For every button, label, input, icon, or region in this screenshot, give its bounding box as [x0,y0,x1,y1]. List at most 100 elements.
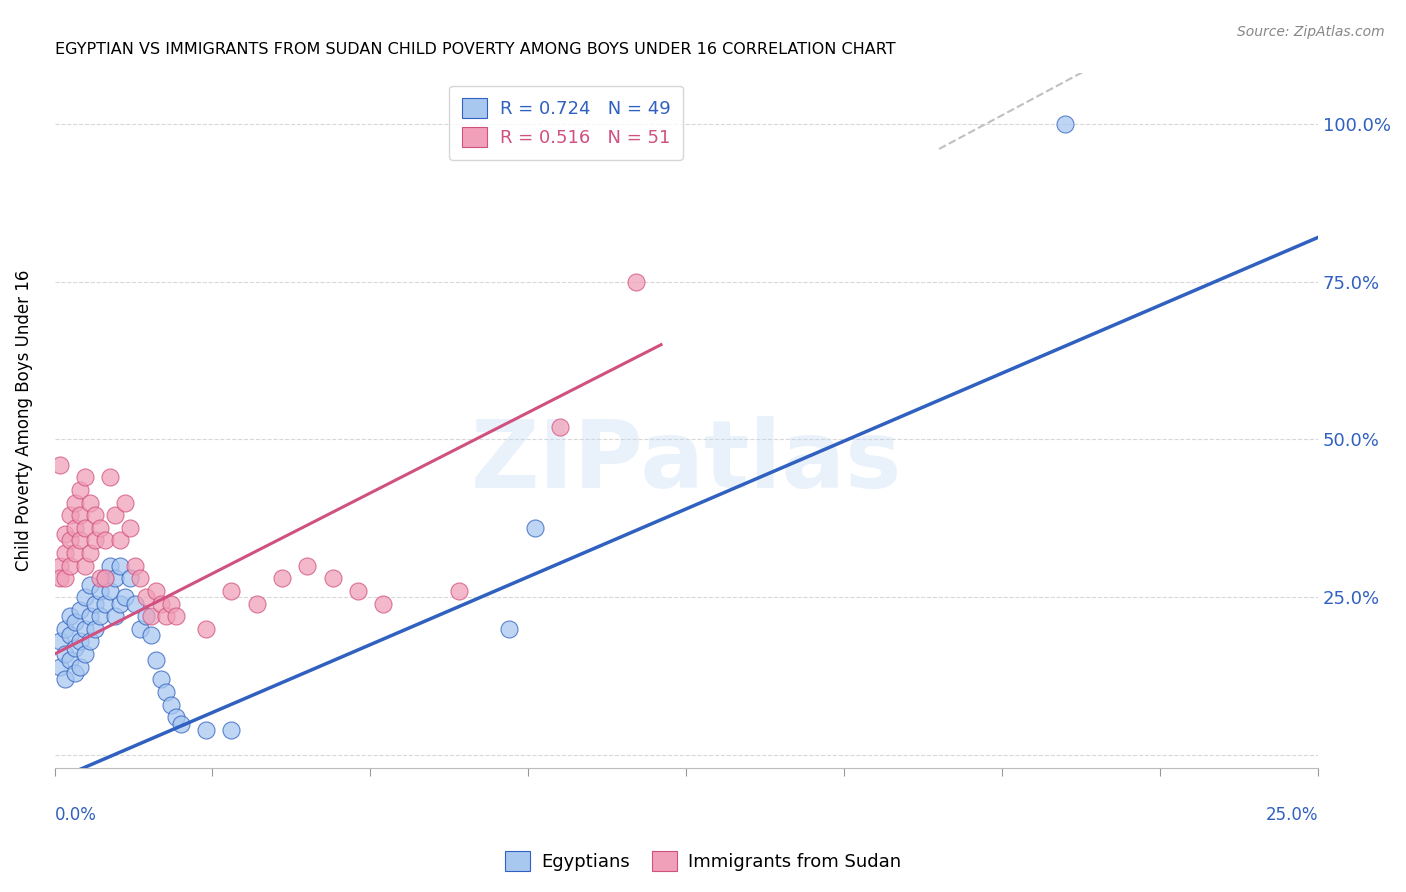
Point [79,634,101,648]
Point [149,597,172,611]
Point [104,571,127,585]
Point [447,583,470,598]
Point [69,603,91,617]
Point [53,571,76,585]
Point [297,558,319,573]
Point [110,597,132,611]
Point [195,723,218,737]
Point [145,583,167,598]
Point [79,495,101,509]
Point [73,591,96,605]
Point [371,597,394,611]
Point [63,665,86,680]
Point [89,521,111,535]
Text: EGYPTIAN VS IMMIGRANTS FROM SUDAN CHILD POVERTY AMONG BOYS UNDER 16 CORRELATION : EGYPTIAN VS IMMIGRANTS FROM SUDAN CHILD … [55,42,896,57]
Point [48,571,70,585]
Point [53,546,76,560]
Point [221,723,243,737]
Point [59,558,82,573]
Point [134,591,156,605]
Text: Source: ZipAtlas.com: Source: ZipAtlas.com [1237,25,1385,39]
Point [69,533,91,548]
Point [498,622,520,636]
Point [155,685,177,699]
Point [48,458,70,472]
Point [48,558,70,573]
Point [195,622,218,636]
Point [98,583,121,598]
Point [63,640,86,655]
Point [94,571,117,585]
Point [129,622,152,636]
Point [124,558,146,573]
Point [89,571,111,585]
Point [104,508,127,523]
Y-axis label: Child Poverty Among Boys Under 16: Child Poverty Among Boys Under 16 [15,269,32,571]
Point [165,710,187,724]
Point [69,659,91,673]
Point [63,546,86,560]
Point [63,615,86,630]
Point [120,571,142,585]
Point [89,583,111,598]
Point [84,622,107,636]
Point [63,521,86,535]
Point [48,659,70,673]
Point [59,609,82,624]
Point [98,470,121,484]
Point [53,673,76,687]
Point [48,634,70,648]
Point [159,597,181,611]
Point [149,673,172,687]
Point [221,583,243,598]
Point [94,571,117,585]
Point [59,628,82,642]
Point [165,609,187,624]
Point [624,275,647,289]
Point [134,609,156,624]
Legend: R = 0.724   N = 49, R = 0.516   N = 51: R = 0.724 N = 49, R = 0.516 N = 51 [449,86,683,160]
Point [124,597,146,611]
Point [548,419,571,434]
Point [73,647,96,661]
Point [53,622,76,636]
Point [84,597,107,611]
Point [114,591,136,605]
Point [89,609,111,624]
Point [139,628,162,642]
Point [59,653,82,667]
Point [79,609,101,624]
Point [98,558,121,573]
Point [94,597,117,611]
Point [53,527,76,541]
Point [110,558,132,573]
Point [139,609,162,624]
Point [94,533,117,548]
Point [73,521,96,535]
Point [59,533,82,548]
Point [246,597,269,611]
Point [63,495,86,509]
Point [271,571,294,585]
Point [69,634,91,648]
Point [129,571,152,585]
Text: 0.0%: 0.0% [55,805,97,824]
Point [159,698,181,712]
Point [346,583,368,598]
Point [145,653,167,667]
Point [114,495,136,509]
Point [104,609,127,624]
Text: 25.0%: 25.0% [1265,805,1319,824]
Point [322,571,344,585]
Point [155,609,177,624]
Point [69,483,91,497]
Point [110,533,132,548]
Point [120,521,142,535]
Point [73,622,96,636]
Point [59,508,82,523]
Point [73,470,96,484]
Point [73,558,96,573]
Point [84,508,107,523]
Legend: Egyptians, Immigrants from Sudan: Egyptians, Immigrants from Sudan [498,844,908,879]
Point [79,546,101,560]
